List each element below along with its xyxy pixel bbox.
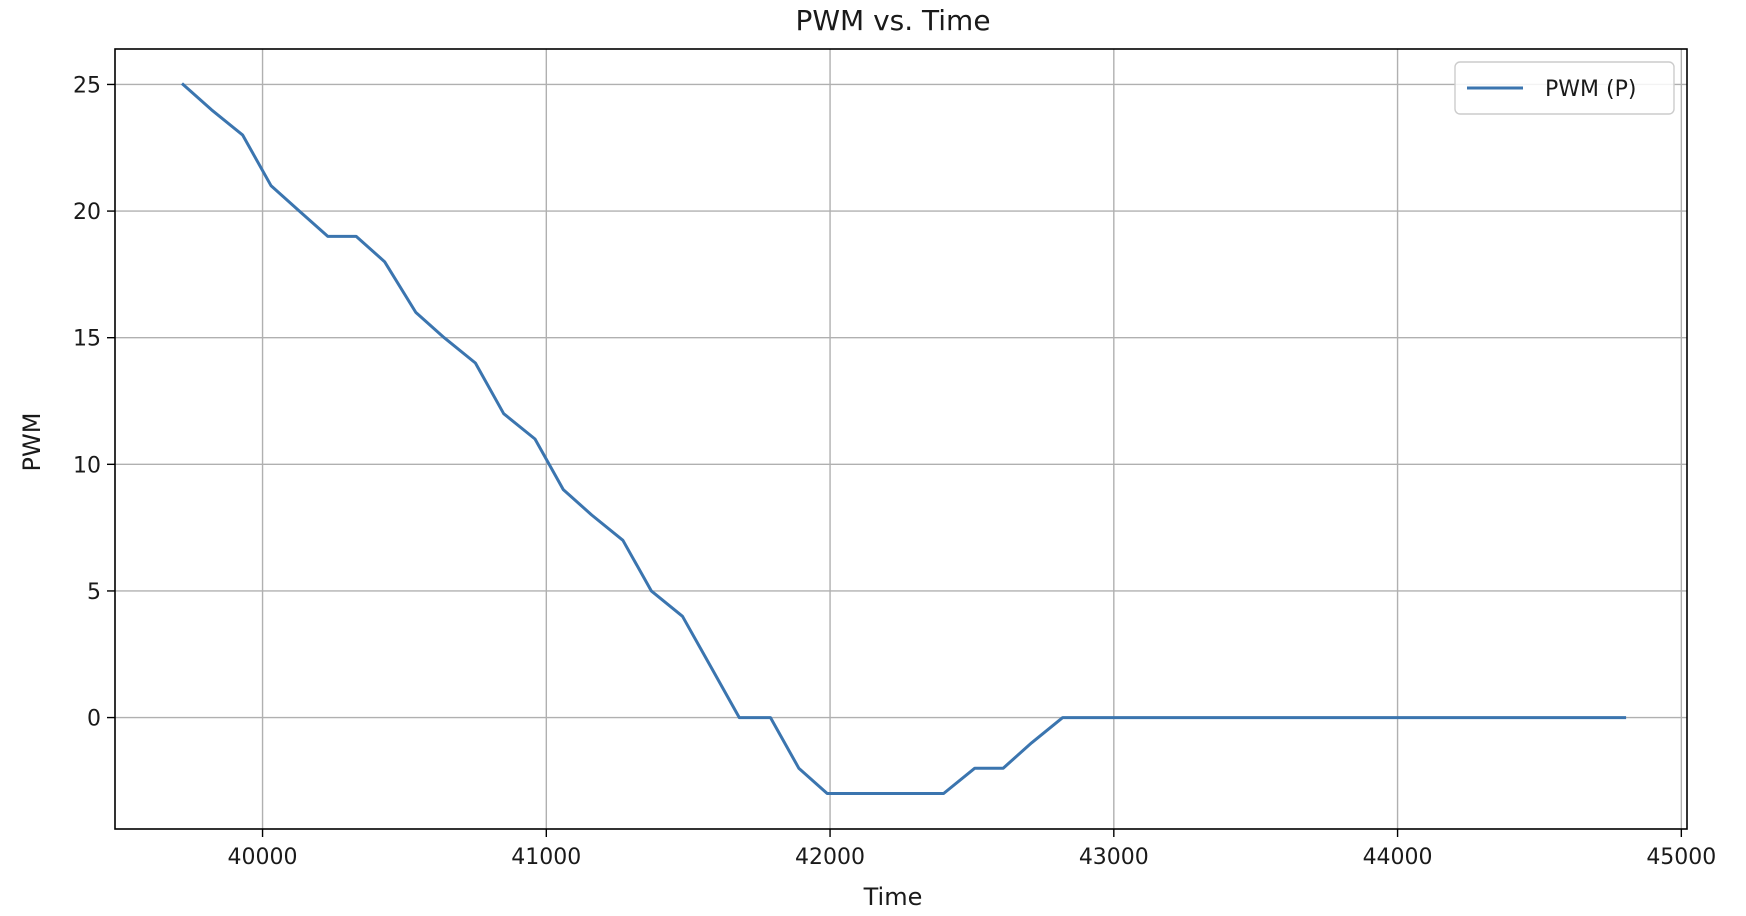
y-tick-label: 0 <box>87 707 101 732</box>
legend-box <box>1454 61 1675 115</box>
x-axis-label: Time <box>863 883 923 911</box>
x-axis-ticks: 40000 41000 42000 43000 44000 45000 <box>228 829 1716 870</box>
y-tick-label: 5 <box>87 580 101 605</box>
y-axis-ticks: 0 5 10 15 20 25 <box>73 73 115 732</box>
x-tick-label: 43000 <box>1079 845 1149 870</box>
series-line <box>180 82 1627 795</box>
x-tick-label: 40000 <box>228 845 298 870</box>
y-tick-label: 20 <box>73 200 101 225</box>
y-tick-label: 25 <box>73 73 101 98</box>
legend-entry-label: PWM (P) <box>1545 77 1636 102</box>
y-tick-label: 15 <box>73 327 101 352</box>
x-tick-label: 41000 <box>511 845 581 870</box>
x-tick-label: 42000 <box>795 845 865 870</box>
series-layer <box>180 82 1627 795</box>
chart-title: PWM vs. Time <box>795 4 990 37</box>
y-axis-label: PWM <box>18 413 46 472</box>
legend: PWM (P) <box>1454 61 1675 115</box>
x-tick-label: 44000 <box>1363 845 1433 870</box>
x-tick-label: 45000 <box>1646 845 1716 870</box>
plot-area-frame <box>114 48 1688 830</box>
y-tick-label: 10 <box>73 453 101 478</box>
